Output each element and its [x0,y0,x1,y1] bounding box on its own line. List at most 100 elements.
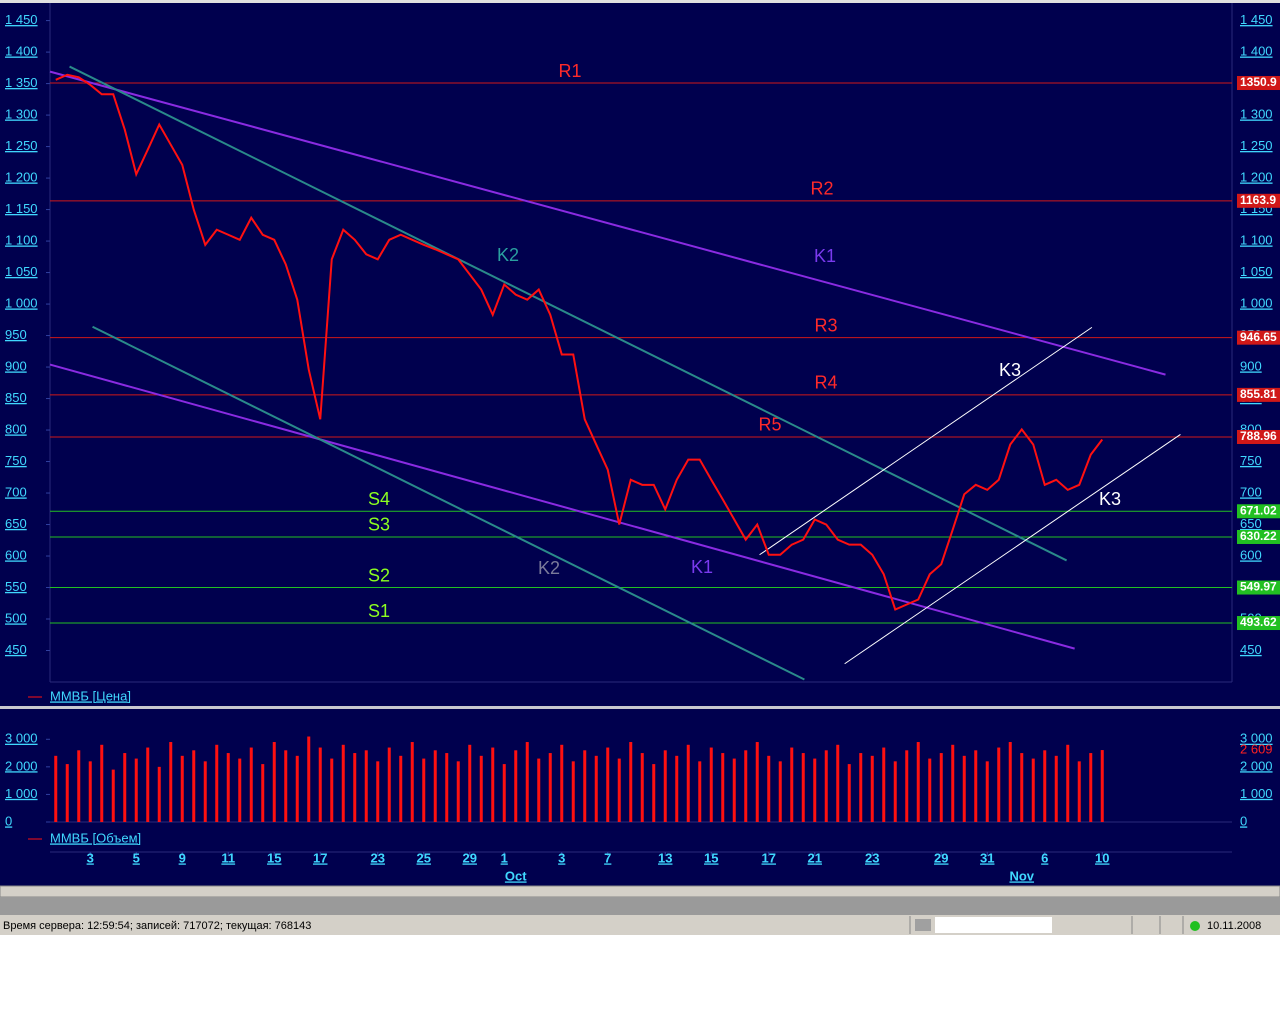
y-tick-label: 1 300 [5,107,38,122]
y-tick-label: 0 [1240,813,1247,828]
level-tag-label: 1350.9 [1240,75,1277,89]
legend-entry[interactable]: ММВБ [Объем] [50,830,141,845]
toolbar-gap [0,897,1280,915]
volume-bar [525,742,529,822]
volume-bar [859,753,863,822]
y-tick-label: 450 [1240,642,1262,657]
volume-bar [1054,755,1058,822]
volume-bar [882,747,886,822]
volume-bar [905,750,909,822]
level-name: R1 [558,61,581,81]
y-tick-label: 1 200 [1240,170,1273,185]
y-tick-label: 1 250 [5,138,38,153]
y-tick-label: 650 [5,516,27,531]
y-tick-label: 1 000 [1240,786,1273,801]
volume-bar [399,755,403,822]
volume-bar [192,750,196,822]
scrollbar[interactable] [0,885,1280,898]
x-tick-label: 31 [980,850,994,865]
y-tick-label: 1 050 [5,264,38,279]
volume-bar [502,764,506,822]
level-name: S3 [368,515,390,535]
y-tick-label: 3 000 [1240,731,1273,746]
volume-bar [985,761,989,822]
volume-bar [215,744,219,822]
level-tag [1237,529,1280,544]
trend-line [844,434,1181,665]
x-tick-label: 23 [865,850,879,865]
volume-bar [238,758,242,822]
y-tick-label: 750 [5,453,27,468]
y-tick-label: 1 100 [1240,233,1273,248]
volume-bar [364,750,368,822]
volume-bar [479,755,483,822]
volume-bar [226,753,230,822]
legend-entry[interactable]: ММВБ [Цена] [50,688,131,703]
volume-bar [617,758,621,822]
volume-bar [376,761,380,822]
y-tick-label: 900 [1240,358,1262,373]
panel-divider [0,706,1280,709]
volume-bar [295,755,299,822]
volume-bar [962,755,966,822]
volume-bar [824,750,828,822]
y-tick-label: 1 000 [1240,295,1273,310]
volume-bar [836,744,840,822]
volume-bar [939,753,943,822]
volume-bar [847,764,851,822]
volume-bar [1043,750,1047,822]
y-tick-label: 1 150 [5,201,38,216]
y-tick-label: 500 [5,610,27,625]
y-tick-label: 1 000 [5,295,38,310]
trend-label: K2 [538,558,560,578]
y-tick-label: 650 [1240,516,1262,531]
volume-bar [675,755,679,822]
status-icon[interactable] [915,919,931,931]
volume-bar [1031,758,1035,822]
y-tick-label: 850 [5,390,27,405]
y-tick-label: 2 000 [1240,758,1273,773]
volume-bar [65,764,69,822]
volume-bar [560,744,564,822]
volume-bar [594,755,598,822]
level-tag-label: 493.62 [1240,615,1277,629]
x-tick-label: 17 [762,850,776,865]
y-tick-label: 0 [5,813,12,828]
y-tick-label: 1 350 [5,75,38,90]
y-tick-label: 2 000 [5,758,38,773]
volume-bar [433,750,437,822]
volume-bar [1008,742,1012,822]
volume-bar [686,744,690,822]
volume-bar [169,742,173,822]
volume-bar [203,761,207,822]
y-tick-label: 900 [5,358,27,373]
x-tick-label: 6 [1041,850,1048,865]
trend-label: K1 [814,246,836,266]
volume-bar [790,747,794,822]
volume-bar [721,753,725,822]
level-name: R3 [814,315,837,335]
y-tick-label: 1 400 [1240,44,1273,59]
volume-bar [445,753,449,822]
volume-bar [767,755,771,822]
volume-bar [146,747,150,822]
level-tag [1237,387,1280,402]
volume-bar [813,758,817,822]
volume-bar [284,750,288,822]
volume-bar [928,758,932,822]
volume-bar [341,744,345,822]
volume-bar [318,747,322,822]
volume-bar [548,753,552,822]
y-tick-label: 750 [1240,453,1262,468]
level-tag-label: 1163.9 [1240,193,1276,207]
level-name: S2 [368,565,390,585]
y-tick-label: 600 [1240,547,1262,562]
status-date: 10.11.2008 [1207,920,1261,932]
trend-line [92,325,805,681]
y-tick-label: 550 [5,579,27,594]
y-tick-label: 1 200 [5,170,38,185]
volume-bar [491,747,495,822]
level-tag [1237,616,1280,631]
price-line [55,73,1104,611]
y-tick-label: 950 [5,327,27,342]
